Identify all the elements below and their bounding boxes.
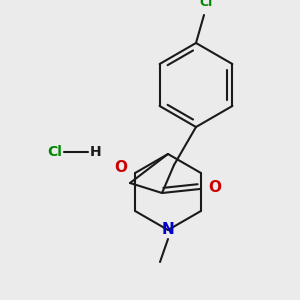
Text: O: O [208, 179, 221, 194]
Text: Cl: Cl [200, 0, 213, 9]
Text: O: O [115, 160, 128, 175]
Text: N: N [162, 223, 174, 238]
Text: H: H [90, 145, 102, 159]
Text: Cl: Cl [47, 145, 62, 159]
